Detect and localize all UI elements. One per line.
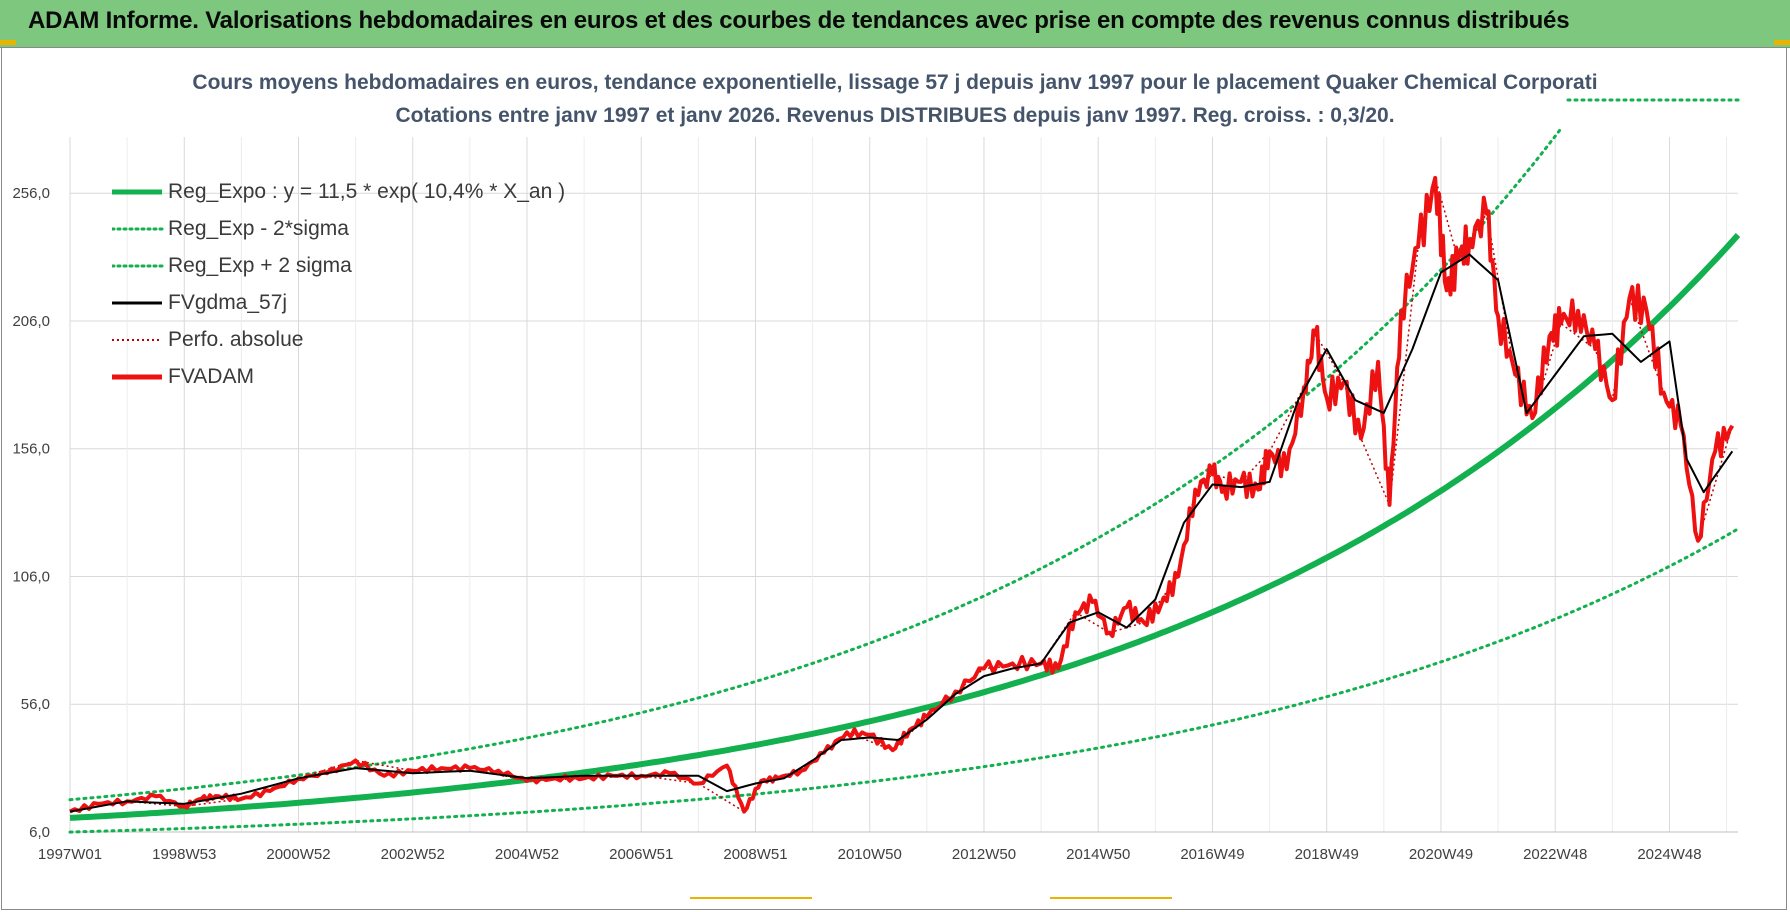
x-tick-label: 2012W50	[952, 846, 1016, 863]
report-title: ADAM Informe. Valorisations hebdomadaire…	[28, 7, 1570, 34]
legend-swatch-reg-plus	[112, 264, 164, 268]
y-tick-label: 156,0	[12, 441, 50, 458]
y-tick-label: 206,0	[12, 313, 50, 330]
legend-label-fvadam: FVADAM	[168, 365, 254, 388]
legend-label-reg-expo: Reg_Expo : y = 11,5 * exp( 10,4% * X_an …	[168, 180, 566, 203]
corner-mark-top-left	[0, 40, 16, 45]
series-fvgdma-57j	[69, 253, 1734, 813]
y-tick-label: 6,0	[29, 824, 50, 841]
chart-title-line2: Cotations entre janv 1997 et janv 2026. …	[395, 104, 1395, 127]
x-tick-label: 2010W50	[838, 846, 902, 863]
x-tick-label: 1998W53	[152, 846, 216, 863]
legend-swatch-reg-expo	[112, 189, 162, 195]
corner-mark-top-right	[1774, 40, 1790, 45]
legend-label-reg-plus: Reg_Exp + 2 sigma	[168, 254, 352, 277]
x-tick-label: 2020W49	[1409, 846, 1473, 863]
x-tick-label: 2000W52	[266, 846, 330, 863]
series-layer	[68, 98, 1741, 834]
legend-swatch-fvgdma	[112, 301, 162, 305]
bottom-mark-2	[1050, 897, 1172, 899]
header-banner: ADAM Informe. Valorisations hebdomadaire…	[0, 0, 1790, 48]
y-tick-label: 106,0	[12, 568, 50, 585]
bottom-mark-1	[690, 897, 812, 899]
x-tick-label: 2022W48	[1523, 846, 1587, 863]
series-reg-exp-minus-2sigma	[68, 527, 1740, 834]
x-tick-label: 2014W50	[1066, 846, 1130, 863]
y-tick-label: 256,0	[12, 185, 50, 202]
chart-title-line1: Cours moyens hebdomadaires en euros, ten…	[192, 71, 1598, 94]
chart-frame	[1, 47, 1787, 910]
x-tick-label: 2006W51	[609, 846, 673, 863]
x-tick-label: 2002W52	[381, 846, 445, 863]
legend-label-reg-minus: Reg_Exp - 2*sigma	[168, 217, 349, 240]
x-tick-label: 2008W51	[723, 846, 787, 863]
x-tick-label: 2016W49	[1180, 846, 1244, 863]
gridlines	[69, 137, 1738, 833]
series-reg-exp-plus-2sigma	[68, 127, 1563, 802]
legend-label-fvgdma: FVgdma_57j	[168, 291, 288, 314]
legend-label-perfo: Perfo. absolue	[168, 328, 304, 351]
chart-area: 6,0 56,0 106,0 156,0 206,0 256,0 1997W01 1998W…	[12, 98, 1741, 863]
y-axis-ticks: 6,0 56,0 106,0 156,0 206,0 256,0	[12, 185, 50, 841]
series-fvadam	[69, 175, 1735, 814]
legend-swatch-fvadam	[112, 374, 162, 380]
series-reg-expo	[69, 232, 1741, 821]
x-tick-label: 2004W52	[495, 846, 559, 863]
legend-swatch-reg-minus	[112, 227, 164, 231]
x-tick-label: 1997W01	[38, 846, 102, 863]
x-tick-label: 2024W48	[1637, 846, 1701, 863]
y-tick-label: 56,0	[21, 696, 50, 713]
legend-swatch-perfo	[112, 339, 162, 341]
x-tick-label: 2018W49	[1295, 846, 1359, 863]
x-axis-ticks: 1997W01 1998W53 2000W52 2002W52 2004W52 2006W…	[38, 846, 1702, 863]
